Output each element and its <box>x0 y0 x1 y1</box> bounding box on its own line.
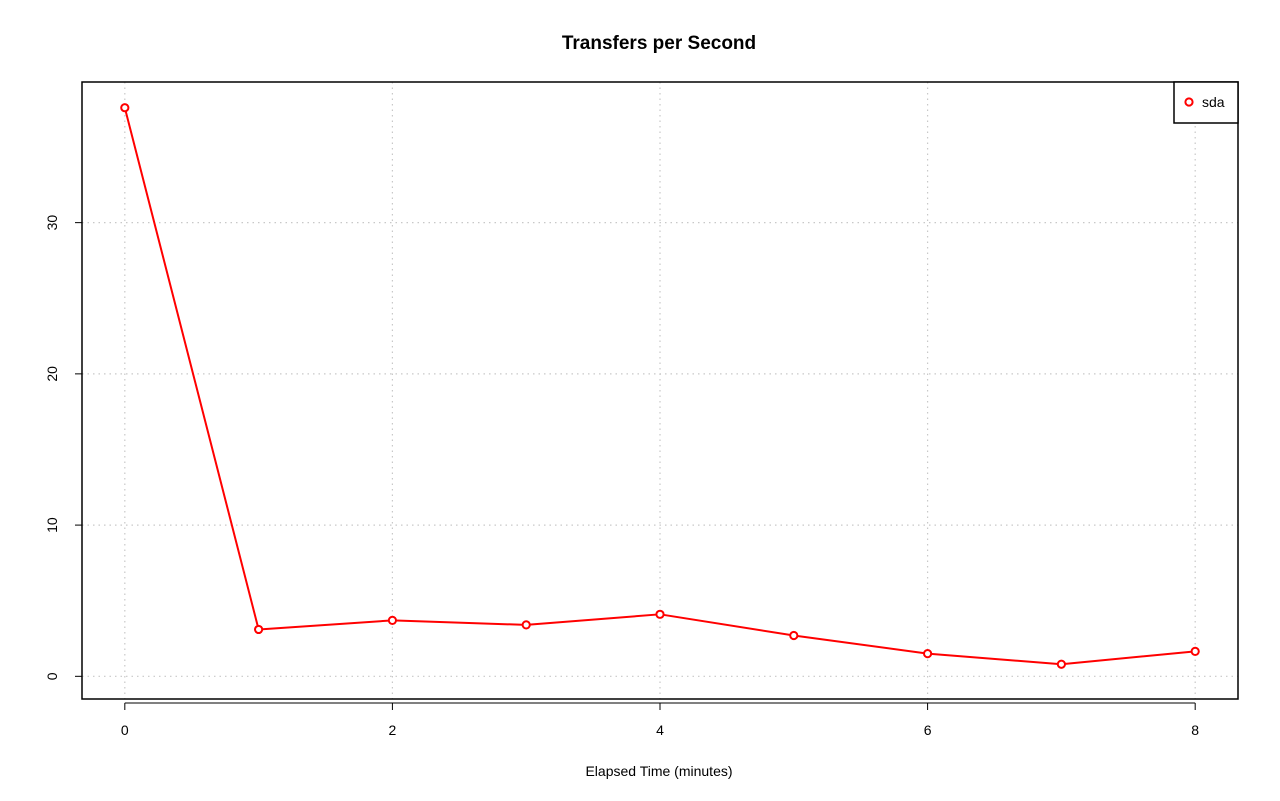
x-axis-label: Elapsed Time (minutes) <box>585 763 732 779</box>
x-tick-label-0: 0 <box>121 722 129 738</box>
data-point-0-6 <box>922 649 933 659</box>
data-point-0-7 <box>1056 659 1066 669</box>
data-point-0-8 <box>1190 646 1200 656</box>
grid-lines <box>82 82 1238 699</box>
x-axis: 0 2 4 6 8 <box>121 702 1199 738</box>
legend-marker-0 <box>1184 97 1194 107</box>
data-point-0-3 <box>521 620 531 630</box>
data-point-0-0 <box>120 103 130 113</box>
y-tick-label-0: 0 <box>44 672 60 680</box>
y-tick-label-3: 30 <box>44 215 60 231</box>
x-tick-label-3: 6 <box>924 722 932 738</box>
data-layer <box>120 103 1200 669</box>
x-tick-label-4: 8 <box>1191 722 1199 738</box>
legend-label-0: sda <box>1202 94 1225 110</box>
data-point-0-2 <box>387 615 398 625</box>
x-tick-label-2: 4 <box>656 722 664 738</box>
data-point-0-4 <box>655 609 665 619</box>
x-tick-label-1: 2 <box>389 722 397 738</box>
chart-title: Transfers per Second <box>562 33 756 54</box>
data-point-0-5 <box>789 630 799 641</box>
y-tick-label-1: 10 <box>44 517 60 533</box>
legend: sda <box>1173 81 1239 124</box>
y-axis: 0 10 20 30 <box>44 215 83 680</box>
y-tick-label-2: 20 <box>44 366 60 382</box>
data-point-0-1 <box>254 624 264 635</box>
